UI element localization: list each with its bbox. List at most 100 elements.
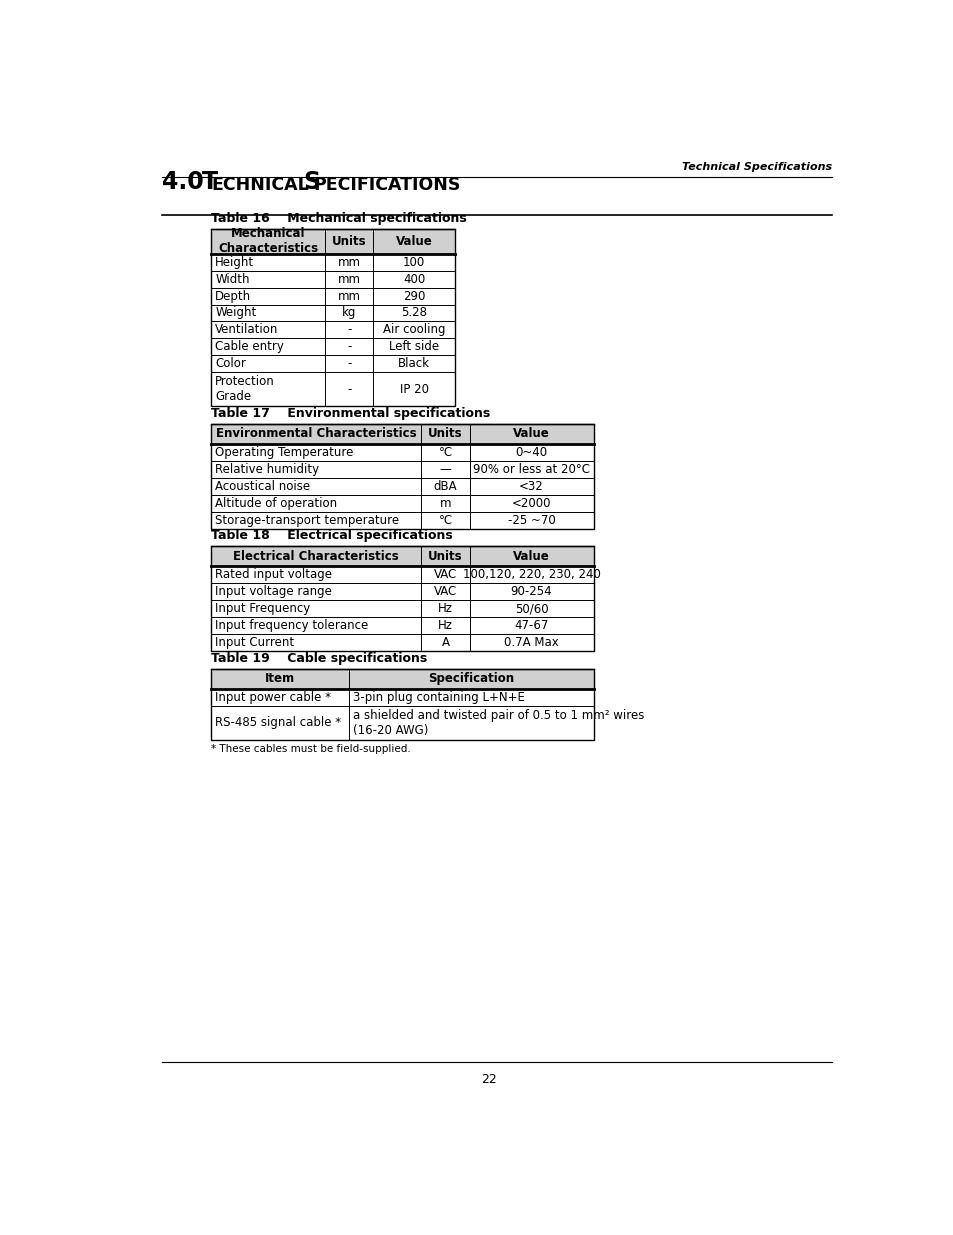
Text: * These cables must be field-supplied.: * These cables must be field-supplied. [211,745,410,755]
Text: -: - [347,383,352,395]
Bar [211,583,593,600]
Text: -: - [347,357,352,370]
Text: mm: mm [337,289,360,303]
Text: 0.7A Max: 0.7A Max [503,636,558,650]
Text: Input Frequency: Input Frequency [215,603,311,615]
Text: Units: Units [428,427,462,441]
Text: Specification: Specification [428,672,514,685]
Text: Value: Value [395,235,432,248]
Text: Input Current: Input Current [215,636,294,650]
Text: kg: kg [342,306,356,320]
Text: Ventilation: Ventilation [215,324,278,336]
Text: Value: Value [513,550,549,563]
Text: S: S [303,170,319,194]
Text: Depth: Depth [215,289,252,303]
Text: T: T [201,170,217,194]
Text: ECHNICAL: ECHNICAL [212,177,309,194]
Text: Height: Height [215,256,254,269]
Text: IP 20: IP 20 [399,383,428,395]
Text: Acoustical noise: Acoustical noise [215,479,310,493]
Text: VAC: VAC [434,585,456,598]
Text: Units: Units [428,550,462,563]
Text: 100: 100 [402,256,425,269]
Text: 47-67: 47-67 [514,619,548,632]
Text: Mechanical
Characteristics: Mechanical Characteristics [217,227,317,256]
Text: °C: °C [438,446,452,459]
Bar [211,567,593,583]
Text: mm: mm [337,256,360,269]
Text: Electrical Characteristics: Electrical Characteristics [233,550,398,563]
Bar [211,546,593,567]
Bar [211,689,593,705]
Text: 100,120, 220, 230, 240: 100,120, 220, 230, 240 [462,568,599,582]
Text: A: A [441,636,449,650]
Text: 50/60: 50/60 [515,603,548,615]
Text: Black: Black [397,357,430,370]
Bar [211,600,593,618]
Text: 22: 22 [480,1073,497,1086]
Text: -: - [347,324,352,336]
Text: 90-254: 90-254 [510,585,552,598]
Text: Hz: Hz [437,619,453,632]
Bar [211,228,455,406]
Text: Input voltage range: Input voltage range [215,585,332,598]
Text: Cable entry: Cable entry [215,341,284,353]
Bar [211,705,593,740]
Bar [211,424,593,529]
Text: <32: <32 [518,479,543,493]
Text: 5.28: 5.28 [400,306,427,320]
Text: 3-pin plug containing L+N+E: 3-pin plug containing L+N+E [353,690,524,704]
Bar [211,338,455,356]
Bar [211,305,455,321]
Text: 290: 290 [402,289,425,303]
Text: a shielded and twisted pair of 0.5 to 1 mm² wires
(16-20 AWG): a shielded and twisted pair of 0.5 to 1 … [353,709,644,736]
Text: m: m [439,496,451,510]
Bar [211,253,455,270]
Text: Weight: Weight [215,306,256,320]
Text: PECIFICATIONS: PECIFICATIONS [314,177,460,194]
Text: Relative humidity: Relative humidity [215,463,319,475]
Bar [211,270,455,288]
Text: Protection
Grade: Protection Grade [215,375,274,403]
Bar [211,443,593,461]
Text: 90% or less at 20°C: 90% or less at 20°C [473,463,590,475]
Bar [211,511,593,529]
Bar [211,668,593,689]
Text: Input power cable *: Input power cable * [215,690,331,704]
Bar [211,288,455,305]
Bar [211,356,455,372]
Bar [211,461,593,478]
Text: 0~40: 0~40 [515,446,547,459]
Text: RS-485 signal cable *: RS-485 signal cable * [215,716,341,729]
Text: Left side: Left side [389,341,438,353]
Text: Color: Color [215,357,246,370]
Bar [211,372,455,406]
Text: Table 19    Cable specifications: Table 19 Cable specifications [211,652,427,664]
Bar [211,478,593,495]
Bar [211,228,455,253]
Text: -: - [347,341,352,353]
Text: 400: 400 [402,273,425,285]
Text: Storage-transport temperature: Storage-transport temperature [215,514,399,526]
Text: Table 17    Environmental specifications: Table 17 Environmental specifications [211,408,490,420]
Text: Units: Units [332,235,366,248]
Text: 4.0: 4.0 [162,170,203,194]
Text: Environmental Characteristics: Environmental Characteristics [215,427,416,441]
Text: Operating Temperature: Operating Temperature [215,446,354,459]
Bar [211,634,593,651]
Text: mm: mm [337,273,360,285]
Bar [211,495,593,511]
Bar [211,546,593,651]
Text: dBA: dBA [434,479,456,493]
Bar [211,424,593,443]
Bar [211,618,593,634]
Text: <2000: <2000 [511,496,551,510]
Text: Table 16    Mechanical specifications: Table 16 Mechanical specifications [211,212,466,225]
Text: °C: °C [438,514,452,526]
Text: Input frequency tolerance: Input frequency tolerance [215,619,368,632]
Text: Hz: Hz [437,603,453,615]
Text: Table 18    Electrical specifications: Table 18 Electrical specifications [211,530,452,542]
Text: Value: Value [513,427,549,441]
Bar [211,668,593,740]
Text: Rated input voltage: Rated input voltage [215,568,332,582]
